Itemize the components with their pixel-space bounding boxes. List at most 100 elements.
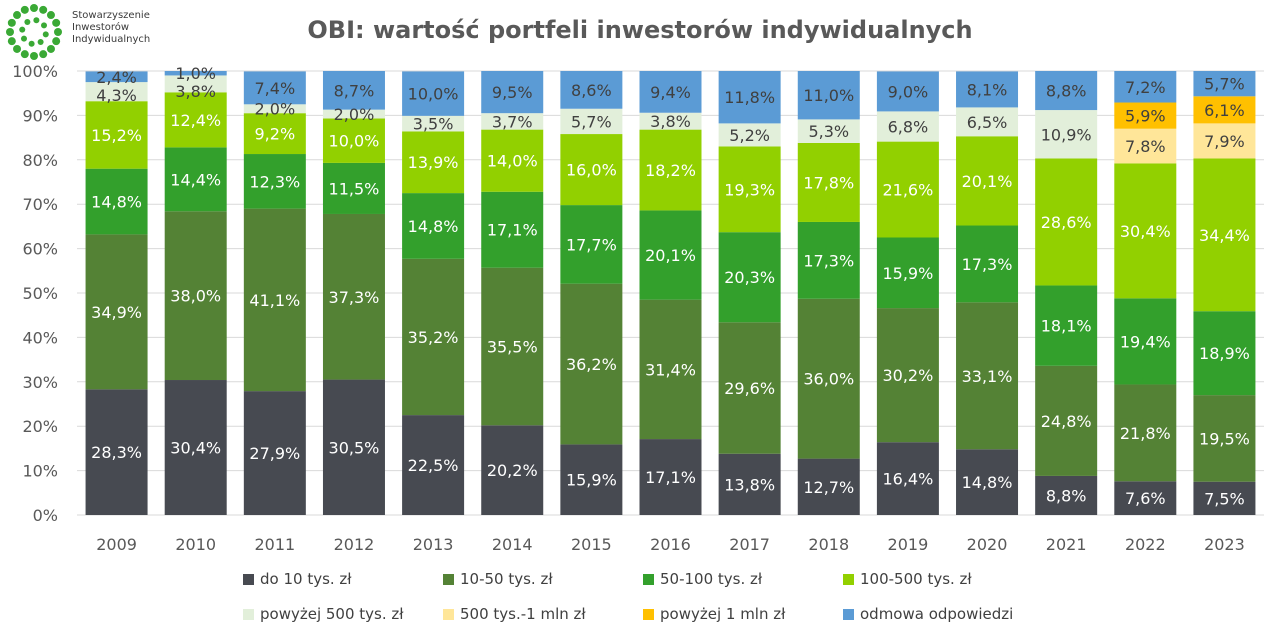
- data-label: 6,5%: [967, 113, 1008, 132]
- x-tick-label: 2012: [334, 535, 375, 554]
- bar-segment: [322, 71, 385, 110]
- bar-segment: [876, 442, 939, 515]
- bar-segment: [322, 162, 385, 214]
- legend-item: 500 tys.-1 mln zł: [443, 605, 586, 623]
- data-label: 17,8%: [803, 173, 854, 192]
- data-label: 35,2%: [408, 328, 459, 347]
- data-label: 30,5%: [329, 438, 380, 457]
- bar-segment: [243, 113, 306, 155]
- bar-segment: [85, 71, 148, 83]
- data-label: 14,8%: [962, 473, 1013, 492]
- bar-segment: [85, 82, 148, 102]
- bar-segment: [876, 111, 939, 142]
- logo-line: Stowarzyszenie: [72, 10, 150, 21]
- bar-segment: [243, 71, 306, 105]
- bar-segment: [1035, 475, 1098, 515]
- y-tick-label: 20%: [22, 417, 58, 436]
- x-tick-label: 2020: [967, 535, 1008, 554]
- bar-segment: [718, 322, 781, 454]
- bar-segment: [797, 119, 860, 143]
- data-label: 13,9%: [408, 153, 459, 172]
- data-label: 41,1%: [249, 291, 300, 310]
- x-tick-label: 2022: [1125, 535, 1166, 554]
- bar-segment: [1193, 123, 1256, 159]
- legend-label: powyżej 1 mln zł: [660, 605, 786, 623]
- bar-segment: [85, 234, 148, 390]
- legend-item: 50-100 tys. zł: [643, 570, 762, 588]
- bar-segment: [956, 302, 1019, 450]
- data-label: 30,4%: [170, 439, 221, 458]
- bar-segment: [402, 115, 465, 132]
- x-tick-label: 2018: [808, 535, 849, 554]
- bar-segment: [1114, 384, 1177, 482]
- bar-segment: [1035, 365, 1098, 476]
- bar-segment: [639, 439, 702, 515]
- bar-segment: [560, 108, 623, 135]
- data-label: 20,1%: [962, 172, 1013, 191]
- legend-swatch: [243, 608, 254, 620]
- bar-segment: [956, 225, 1019, 303]
- bar-segment: [481, 71, 544, 114]
- logo-icon: [6, 4, 62, 60]
- data-label: 20,3%: [724, 268, 775, 287]
- data-label: 22,5%: [408, 456, 459, 475]
- bar-segment: [243, 208, 306, 392]
- data-label: 7,8%: [1125, 137, 1166, 156]
- data-label: 2,4%: [96, 68, 137, 87]
- data-label: 31,4%: [645, 360, 696, 379]
- legend-item: do 10 tys. zł: [243, 570, 352, 588]
- data-label: 2,0%: [255, 100, 296, 119]
- x-tick-label: 2009: [96, 535, 137, 554]
- legend-swatch: [443, 608, 454, 620]
- data-label: 9,2%: [255, 125, 296, 144]
- data-label: 5,9%: [1125, 107, 1166, 126]
- data-label: 8,8%: [1046, 486, 1087, 505]
- data-label: 30,4%: [1120, 222, 1171, 241]
- logo-line: Indywidualnych: [72, 34, 151, 45]
- legend-label: odmowa odpowiedzi: [860, 605, 1014, 623]
- y-tick-label: 70%: [22, 195, 58, 214]
- data-label: 17,7%: [566, 235, 617, 254]
- bar-segment: [1035, 110, 1098, 159]
- bar-segment: [560, 444, 623, 515]
- data-label: 7,6%: [1125, 489, 1166, 508]
- data-label: 19,3%: [724, 180, 775, 199]
- data-label: 17,3%: [803, 251, 854, 270]
- data-label: 12,3%: [249, 172, 300, 191]
- bar-segment: [956, 107, 1019, 137]
- bar-segment: [402, 131, 465, 194]
- legend-label: 10-50 tys. zł: [460, 570, 553, 588]
- bar-segment: [1035, 158, 1098, 286]
- data-label: 3,5%: [413, 115, 454, 134]
- data-label: 34,4%: [1199, 226, 1250, 245]
- data-label: 34,9%: [91, 303, 142, 322]
- data-label: 3,8%: [650, 112, 691, 131]
- data-label: 17,1%: [645, 468, 696, 487]
- data-label: 14,4%: [170, 170, 221, 189]
- x-tick-label: 2019: [888, 535, 929, 554]
- bar-segment: [1114, 163, 1177, 299]
- legend-item: 10-50 tys. zł: [443, 570, 553, 588]
- bar-segment: [1114, 128, 1177, 164]
- data-label: 28,6%: [1041, 213, 1092, 232]
- bar-segment: [639, 129, 702, 211]
- data-label: 14,8%: [91, 193, 142, 212]
- bar-segment: [560, 283, 623, 445]
- bar-segment: [956, 136, 1019, 226]
- legend-swatch: [243, 573, 254, 585]
- bar-segment: [164, 380, 227, 515]
- legend-swatch: [443, 573, 454, 585]
- data-label: 2,0%: [334, 105, 375, 124]
- bar-segment: [481, 113, 544, 130]
- bar-segment: [164, 147, 227, 212]
- data-label: 12,4%: [170, 111, 221, 130]
- legend-swatch: [643, 573, 654, 585]
- bar-segment: [639, 71, 702, 113]
- data-label: 18,2%: [645, 161, 696, 180]
- data-label: 20,1%: [645, 246, 696, 265]
- data-label: 9,4%: [650, 83, 691, 102]
- logo-line: Inwestorów: [72, 22, 130, 33]
- bar-segment: [797, 298, 860, 459]
- bar-segment: [639, 299, 702, 440]
